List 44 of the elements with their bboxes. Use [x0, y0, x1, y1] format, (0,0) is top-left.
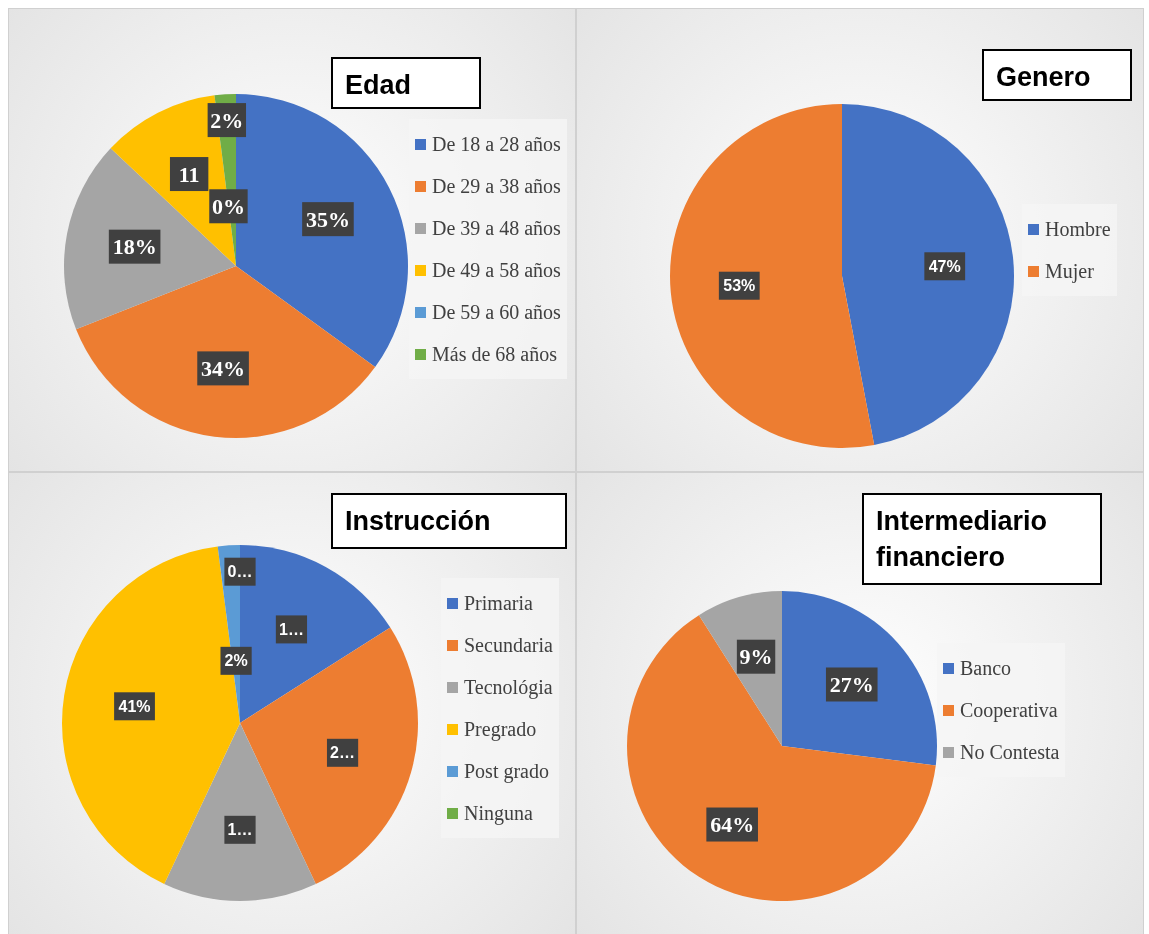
pie-slice [842, 104, 1014, 445]
legend-label: Post grado [464, 759, 549, 783]
chart-title: Genero [982, 49, 1132, 101]
data-label: 9% [739, 644, 773, 670]
chart-title: Intermediario financiero [862, 493, 1102, 585]
legend-label: Primaria [464, 591, 533, 615]
data-label: 47% [928, 257, 961, 275]
data-label: 1… [279, 620, 304, 638]
pie-slice [670, 104, 875, 448]
data-label: 27% [829, 672, 874, 697]
data-label: 35% [305, 206, 350, 232]
chart-title: Instrucción [331, 493, 567, 549]
legend-label: Hombre [1045, 217, 1111, 241]
text: 0% [211, 193, 245, 219]
legend-label: Más de 68 años [432, 342, 557, 366]
legend-label: No Contesta [960, 740, 1060, 764]
legend-label: Mujer [1045, 259, 1094, 283]
data-label: 2… [330, 744, 356, 762]
legend-label: De 39 a 48 años [432, 216, 561, 240]
data-label: 2% [210, 107, 244, 133]
data-label: 18% [112, 234, 157, 260]
data-label: 1… [227, 821, 253, 839]
legend-label: Tecnológia [464, 675, 553, 699]
chart-title: Edad [331, 57, 481, 109]
text: 0… [227, 563, 253, 581]
legend-label: Secundaria [464, 633, 553, 657]
data-label: 11 [178, 161, 200, 187]
pie-slice [76, 266, 376, 438]
pie-slice [782, 591, 937, 766]
legend-label: De 59 a 60 años [432, 300, 561, 324]
legend-label: De 18 a 28 años [432, 132, 561, 156]
legend-label: De 49 a 58 años [432, 258, 561, 282]
legend-label: De 29 a 38 años [432, 174, 561, 198]
data-label: 41% [118, 697, 151, 715]
legend-label: Banco [960, 656, 1012, 680]
legend-label: Pregrado [464, 717, 537, 741]
legend-label: Cooperativa [960, 698, 1058, 722]
data-label: 34% [201, 355, 246, 381]
data-label: 2% [224, 652, 248, 670]
data-label: 64% [710, 812, 755, 838]
pie-slice [164, 723, 316, 901]
pie-slice [627, 615, 936, 901]
legend-label: Ninguna [464, 801, 533, 825]
data-label: 53% [723, 277, 756, 295]
